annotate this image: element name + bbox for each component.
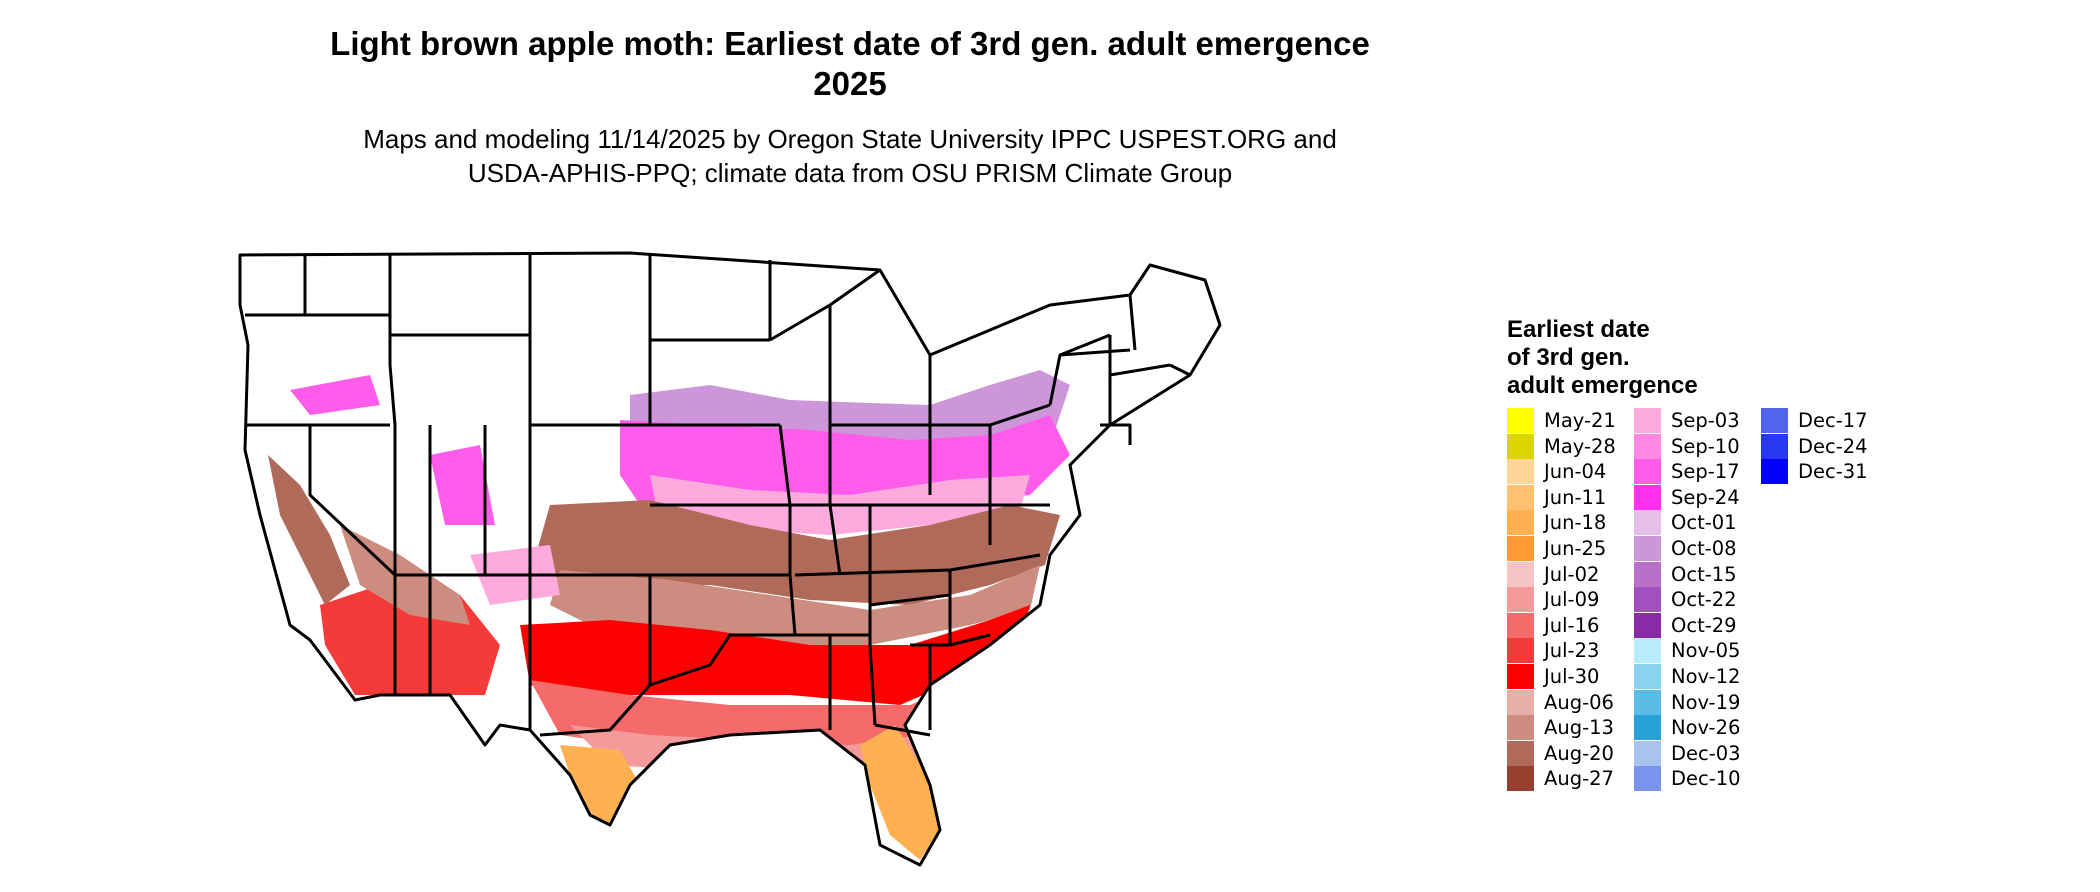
legend-label: May-28 [1544,434,1616,458]
legend-label: Sep-03 [1671,409,1740,432]
legend-label: Dec-31 [1798,460,1868,484]
map-title-line-1: Light brown apple moth: Earliest date of… [330,25,1370,62]
legend-swatch [1634,740,1661,766]
legend-swatch [1507,740,1534,766]
legend-label: Jun-11 [1544,485,1607,509]
us-emergence-map [238,251,1222,867]
legend-swatch [1507,484,1534,510]
boundary-west-verticals [245,255,485,695]
legend-swatch [1634,587,1661,613]
map-title: Light brown apple moth: Earliest date of… [190,24,1510,104]
legend-swatch [1507,664,1534,689]
us-outline [238,251,1222,867]
legend-swatch [1507,715,1534,741]
legend-swatch [1507,510,1534,536]
legend-label: Jul-30 [1544,665,1600,688]
legend-swatch [1507,459,1534,485]
legend-label: Jun-25 [1544,537,1607,560]
legend-title: Earliest date of 3rd gen. adult emergenc… [1507,316,1698,400]
legend-swatch [1634,536,1661,561]
legend-swatch [1634,638,1661,664]
legend-label: Jul-23 [1544,639,1600,663]
legend-swatch [1761,408,1788,433]
legend-swatch [1507,766,1534,792]
map-subtitle: Maps and modeling 11/14/2025 by Oregon S… [190,122,1510,190]
legend-swatch [1634,561,1661,587]
legend-label: Nov-12 [1671,665,1741,688]
legend-label: Nov-19 [1671,690,1741,714]
legend-label: Jul-09 [1544,588,1600,612]
zone-utah-sep [430,445,495,525]
legend-swatch [1634,484,1661,510]
legend-swatch [1507,612,1534,638]
legend-swatch [1507,587,1534,613]
legend-label: Oct-15 [1671,562,1737,586]
legend-title-line-3: adult emergence [1507,372,1698,399]
boundary-northeast [1048,294,1191,445]
legend-label: Dec-24 [1798,434,1868,458]
legend-swatch [1634,433,1661,459]
legend-label: Aug-13 [1544,716,1614,740]
legend-label: Dec-10 [1671,767,1741,791]
legend-swatch [1507,536,1534,561]
legend-swatch [1761,459,1788,485]
legend-label: Aug-20 [1544,741,1614,765]
map-subtitle-line-2: USDA-APHIS-PPQ; climate data from OSU PR… [467,158,1233,188]
legend-label: Oct-01 [1671,511,1737,535]
map-subtitle-line-1: Maps and modeling 11/14/2025 by Oregon S… [363,124,1337,154]
legend-swatch [1507,561,1534,587]
legend: May-21 May-28 Jun-04 Jun-11 Jun-18 Jun-25 Jul-… [1507,408,1927,798]
legend-swatch [1507,689,1534,715]
legend-label: Oct-08 [1671,537,1737,560]
boundary-plains [648,253,797,687]
legend-label: Dec-03 [1671,741,1741,765]
zone-nw-sep [290,375,380,415]
legend-swatch [1634,715,1661,741]
legend-label: Jun-04 [1544,460,1607,484]
legend-swatch [1507,408,1534,433]
legend-swatch [1634,766,1661,792]
legend-swatch [1507,433,1534,459]
legend-label: Sep-24 [1671,485,1740,509]
legend-label: Aug-06 [1544,690,1614,714]
legend-label: Sep-17 [1671,460,1740,484]
legend-label: Nov-26 [1671,716,1741,740]
zone-ca-valley [268,455,350,605]
map-title-line-2: 2025 [813,65,887,102]
legend-swatch [1634,510,1661,536]
boundary-south [790,553,1041,737]
legend-swatch [1634,612,1661,638]
legend-swatch [1507,638,1534,664]
legend-label: May-21 [1544,409,1616,432]
state-boundaries [238,251,1222,867]
legend-label: Jun-18 [1544,511,1607,535]
legend-label: Dec-17 [1798,409,1868,432]
legend-swatch [1634,459,1661,485]
legend-label: Jul-02 [1544,562,1600,586]
legend-label: Aug-27 [1544,767,1614,791]
legend-label: Oct-29 [1671,613,1737,637]
zone-aug [530,500,1060,605]
legend-label: Nov-05 [1671,639,1741,663]
legend-title-line-2: of 3rd gen. [1507,344,1630,371]
boundary-midwest [769,268,1051,645]
legend-swatch [1634,664,1661,689]
legend-label: Jul-16 [1544,613,1600,637]
legend-swatch [1634,689,1661,715]
legend-swatch [1761,433,1788,459]
legend-label: Oct-22 [1671,588,1737,612]
zone-jul [520,605,1030,705]
zone-aug-light [550,565,1040,645]
legend-swatch [1634,408,1661,433]
legend-label: Sep-10 [1671,434,1740,458]
legend-title-line-1: Earliest date [1507,316,1650,343]
zone-jun-florida [860,725,940,860]
